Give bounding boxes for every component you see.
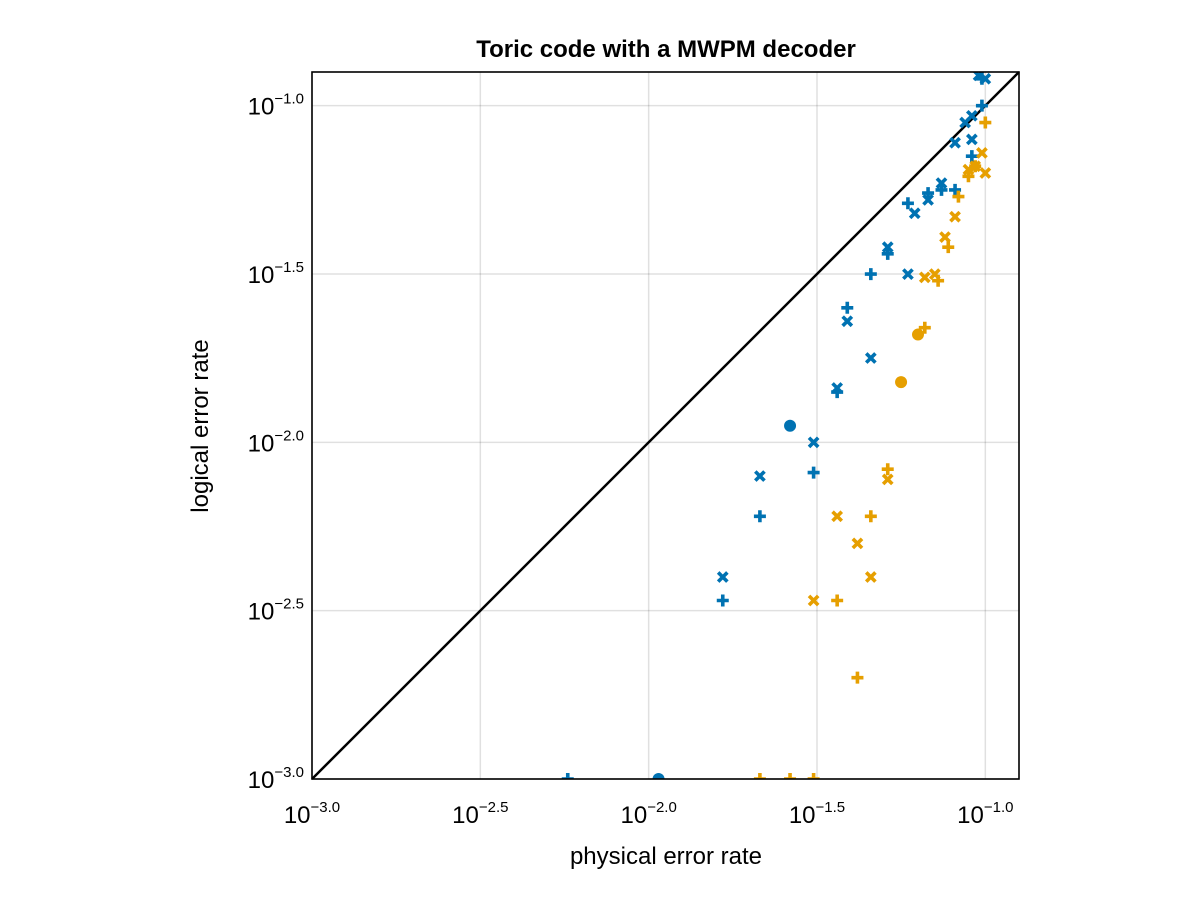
data-point-cross (965, 133, 978, 146)
data-point-plus (965, 150, 978, 163)
data-point-cross (881, 241, 894, 254)
y-tick-label: 10−2.5 (248, 596, 304, 626)
data-point-plus (949, 183, 962, 196)
data-point-cross (908, 207, 921, 220)
data-point-plus (784, 773, 797, 779)
data-point-plus (975, 99, 988, 112)
y-tick-label: 10−1.5 (248, 259, 304, 289)
data-point-cross (965, 109, 978, 122)
data-point-plus (881, 247, 894, 260)
x-tick-label: 10−2.5 (452, 799, 508, 829)
data-point-cross (831, 382, 844, 394)
data-point-plus (807, 466, 820, 479)
plot-frame (311, 71, 1020, 780)
data-point-cross (969, 160, 982, 173)
data-point-cross (864, 571, 877, 583)
chart-title: Toric code with a MWPM decoder (476, 36, 856, 63)
data-point-plus (561, 773, 574, 779)
data-point-cross (902, 268, 914, 280)
data-point-cross (841, 315, 854, 328)
x-axis-label: physical error rate (570, 843, 762, 870)
y-tick-label: 10−3.0 (248, 764, 304, 794)
data-point-plus (753, 510, 766, 523)
data-point-plus (841, 301, 854, 314)
data-point-circle (912, 328, 925, 341)
data-point-plus (831, 594, 844, 607)
x-tick-label: 10−1.5 (789, 799, 845, 829)
data-point-cross (864, 352, 877, 364)
x-tick-labels: 10−3.0 10−2.5 10−2.0 10−1.5 10−1.0 (284, 799, 1014, 829)
reference-line-y-equals-x (311, 71, 1020, 780)
x-tick-label: 10−1.0 (957, 799, 1013, 829)
data-point-cross (979, 167, 992, 179)
data-point-circle (784, 419, 797, 432)
data-markers (561, 72, 992, 779)
data-point-cross (979, 72, 992, 85)
data-point-cross (935, 177, 948, 189)
data-point-cross (949, 136, 961, 149)
data-point-plus (918, 321, 931, 334)
data-point-plus (851, 671, 864, 684)
data-point-plus (979, 116, 992, 129)
data-point-plus (864, 510, 877, 523)
data-point-cross (754, 470, 766, 482)
data-point-circle (895, 376, 908, 389)
data-point-cross (881, 473, 894, 486)
y-tick-labels: 10−3.0 10−2.5 10−2.0 10−1.5 10−1.0 (248, 91, 304, 794)
data-point-cross (831, 510, 844, 523)
data-point-cross (939, 231, 951, 243)
data-point-plus (881, 463, 894, 476)
y-axis-label: logical error rate (187, 339, 214, 512)
data-point-cross (922, 194, 934, 206)
data-point-plus (922, 187, 935, 200)
data-point-cross (962, 163, 975, 176)
data-point-cross (807, 594, 820, 607)
y-tick-label: 10−2.0 (248, 427, 304, 457)
plot-area (311, 71, 1020, 780)
data-point-plus (942, 241, 955, 254)
data-point-plus (952, 190, 965, 203)
data-point-plus (807, 773, 820, 779)
data-point-cross (851, 537, 864, 550)
data-point-plus (962, 170, 975, 183)
data-point-plus (864, 268, 877, 281)
x-tick-label: 10−2.0 (620, 799, 676, 829)
data-point-plus (753, 773, 766, 779)
data-point-cross (918, 271, 931, 284)
data-point-cross (716, 571, 729, 583)
data-point-plus (901, 197, 914, 210)
data-point-circle (652, 773, 665, 779)
data-point-cross (807, 436, 820, 449)
data-point-cross (976, 147, 988, 159)
data-point-plus (716, 594, 729, 607)
y-tick-label: 10−1.0 (248, 91, 304, 121)
data-point-cross (928, 268, 941, 280)
x-tick-label: 10−3.0 (284, 799, 340, 829)
data-point-cross (949, 210, 961, 223)
data-point-plus (935, 183, 948, 196)
